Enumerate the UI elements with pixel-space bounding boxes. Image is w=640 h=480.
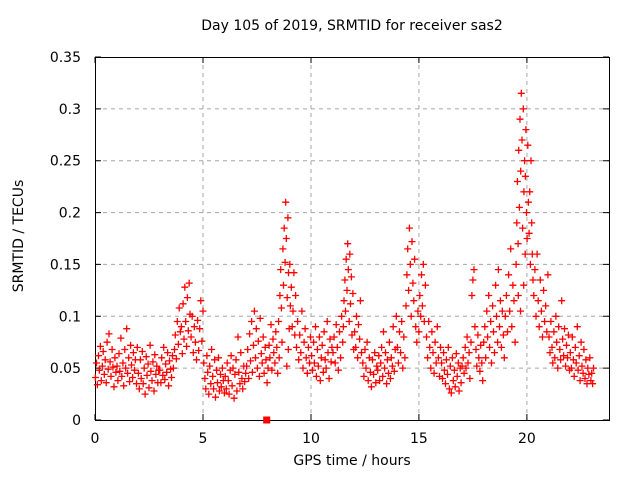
x-tick-label: 5: [199, 431, 208, 447]
y-tick-label: 0.35: [50, 50, 81, 66]
x-tick-label: 20: [518, 431, 536, 447]
x-tick-label: 10: [302, 431, 320, 447]
x-axis-label: GPS time / hours: [293, 453, 411, 469]
y-tick-label: 0.2: [59, 206, 81, 222]
y-tick-label: 0: [72, 413, 81, 429]
y-tick-label: 0.05: [50, 361, 81, 377]
plot-border: [95, 57, 610, 421]
chart-title: Day 105 of 2019, SRMTID for receiver sas…: [201, 18, 503, 34]
scatter-points: [91, 89, 597, 402]
y-tick-label: 0.25: [50, 154, 81, 170]
flag-square-point: [263, 416, 271, 424]
y-tick-label: 0.1: [59, 309, 81, 325]
y-tick-label: 0.3: [59, 102, 81, 118]
x-tick-label: 15: [410, 431, 428, 447]
x-tick-label: 0: [91, 431, 100, 447]
grid-lines: [95, 57, 609, 420]
axis-ticks: [94, 56, 609, 421]
y-tick-label: 0.15: [50, 257, 81, 273]
